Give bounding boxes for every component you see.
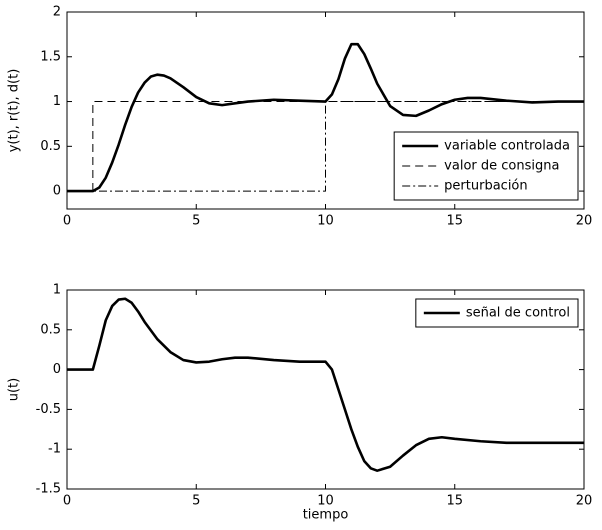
x-tick-label: 15 <box>446 494 463 509</box>
y-tick-label: -0.5 <box>36 402 61 417</box>
legend-box <box>393 131 579 201</box>
y-tick-label: -1 <box>48 442 61 457</box>
axes-box <box>66 11 585 210</box>
legend-label: perturbación <box>444 179 527 194</box>
y-axis-label: u(t) <box>7 378 22 401</box>
y-tick-label: 1 <box>53 94 61 109</box>
x-tick-label: 10 <box>317 214 334 229</box>
y-axis-label: y(t), r(t), d(t) <box>7 69 22 153</box>
series-line <box>67 101 584 192</box>
y-tick-label: 1.5 <box>40 49 61 64</box>
y-tick-label: 1 <box>53 283 61 298</box>
x-tick-label: 20 <box>576 214 593 229</box>
y-tick-label: 0.5 <box>40 322 61 337</box>
y-tick-label: 0.5 <box>40 139 61 154</box>
x-tick-label: 5 <box>192 494 200 509</box>
series-line <box>67 101 584 192</box>
legend-label: valor de consigna <box>444 159 559 174</box>
x-tick-label: 5 <box>192 214 200 229</box>
x-tick-label: 10 <box>317 494 334 509</box>
y-tick-label: 2 <box>53 5 61 20</box>
series-line <box>67 297 584 472</box>
series-line <box>67 42 584 193</box>
y-tick-label: 0 <box>53 184 61 199</box>
x-axis-label: tiempo <box>303 508 349 523</box>
y-tick-label: -1.5 <box>36 482 61 497</box>
x-tick-label: 20 <box>576 494 593 509</box>
axes-box <box>66 289 585 490</box>
legend-label: señal de control <box>466 306 570 321</box>
legend-label: variable controlada <box>444 139 570 154</box>
x-tick-label: 15 <box>446 214 463 229</box>
x-tick-label: 0 <box>63 494 71 509</box>
x-tick-label: 0 <box>63 214 71 229</box>
y-tick-label: 0 <box>53 362 61 377</box>
